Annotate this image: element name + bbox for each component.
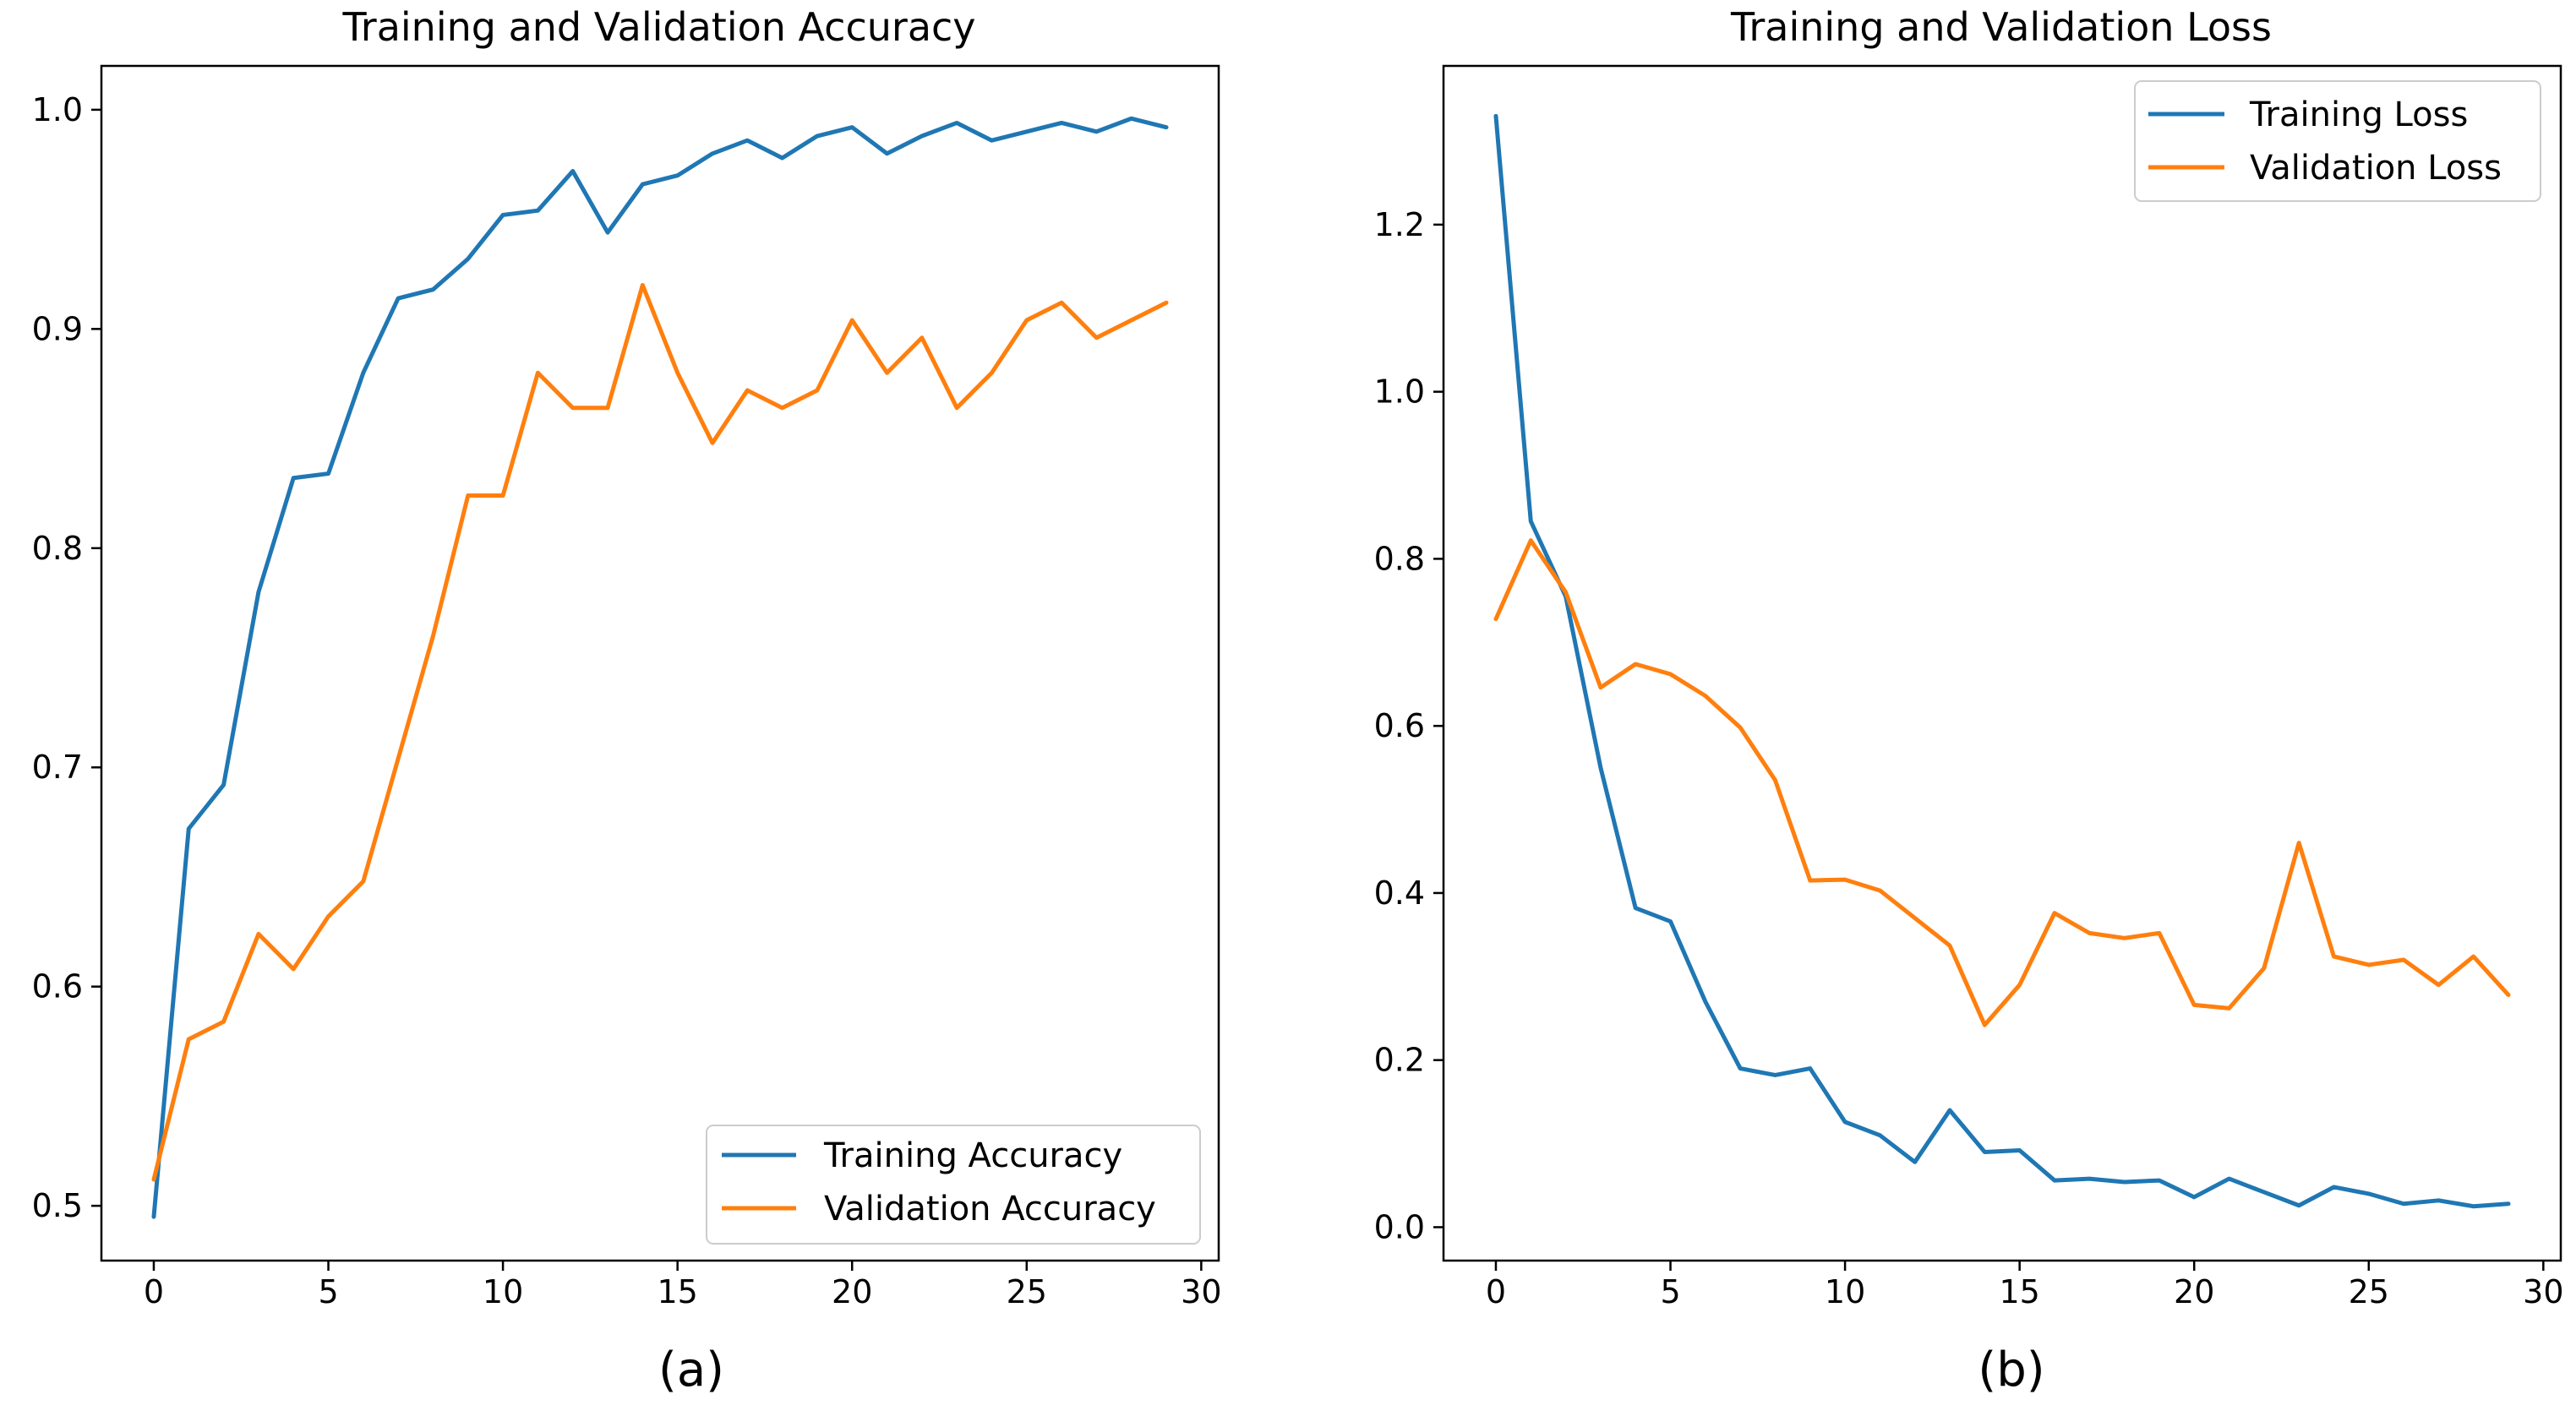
loss-chart: Training and Validation Loss 0.0 0.2 0.4 0.… (1374, 4, 2564, 1397)
loss-xtick-label: 15 (1999, 1273, 2039, 1310)
loss-xtick-label: 20 (2174, 1273, 2214, 1310)
caption-a: (a) (658, 1343, 724, 1397)
loss-chart-title: Training and Validation Loss (1730, 4, 2272, 50)
accuracy-xtick-label: 30 (1181, 1273, 1221, 1310)
accuracy-ytick-label: 0.8 (32, 530, 83, 567)
accuracy-xtick-label: 10 (483, 1273, 523, 1310)
accuracy-xtick-label: 0 (144, 1273, 164, 1310)
accuracy-xtick-label: 25 (1007, 1273, 1047, 1310)
legend-label-validation-accuracy: Validation Accuracy (824, 1190, 1156, 1228)
series-line-training-loss (1493, 113, 2511, 1209)
accuracy-chart: Training and Validation Accuracy 0.5 0.6 0… (32, 4, 1222, 1397)
loss-ytick-label: 0.4 (1374, 874, 1425, 912)
accuracy-xtick-label: 15 (657, 1273, 697, 1310)
loss-xtick-label: 25 (2349, 1273, 2389, 1310)
accuracy-chart-title: Training and Validation Accuracy (341, 4, 975, 50)
loss-ytick-label: 0.6 (1374, 707, 1425, 744)
loss-xtick-label: 10 (1825, 1273, 1865, 1310)
series-line-validation-accuracy (151, 282, 1169, 1182)
loss-ytick-label: 0.8 (1374, 540, 1425, 577)
accuracy-ytick-label: 1.0 (32, 91, 83, 128)
accuracy-ytick-label: 0.9 (32, 310, 83, 347)
accuracy-xtick-label: 5 (318, 1273, 338, 1310)
loss-ytick-label: 0.2 (1374, 1042, 1425, 1079)
accuracy-plot-frame (100, 64, 1220, 1262)
legend-label-training-accuracy: Training Accuracy (823, 1136, 1122, 1175)
accuracy-ytick-label: 0.5 (32, 1187, 83, 1224)
loss-xtick-label: 0 (1486, 1273, 1506, 1310)
accuracy-legend: Training Accuracy Validation Accuracy (706, 1125, 1201, 1245)
loss-ytick-label: 1.0 (1374, 373, 1425, 411)
loss-xtick-label: 30 (2523, 1273, 2563, 1310)
caption-b: (b) (1978, 1343, 2044, 1397)
accuracy-legend-box (706, 1125, 1201, 1245)
legend-label-validation-loss: Validation Loss (2250, 149, 2502, 188)
loss-xtick-label: 5 (1660, 1273, 1680, 1310)
loss-plot-frame (1442, 64, 2562, 1262)
accuracy-ytick-label: 0.6 (32, 968, 83, 1005)
series-line-validation-loss (1493, 538, 2511, 1027)
series-line-training-accuracy (151, 116, 1169, 1219)
accuracy-ytick-label: 0.7 (32, 749, 83, 786)
loss-legend: Training Loss Validation Loss (2134, 80, 2541, 202)
loss-ytick-label: 1.2 (1374, 206, 1425, 243)
accuracy-xtick-label: 20 (832, 1273, 872, 1310)
loss-ytick-label: 0.0 (1374, 1208, 1425, 1245)
loss-legend-box (2134, 80, 2541, 202)
legend-label-training-loss: Training Loss (2249, 95, 2468, 134)
